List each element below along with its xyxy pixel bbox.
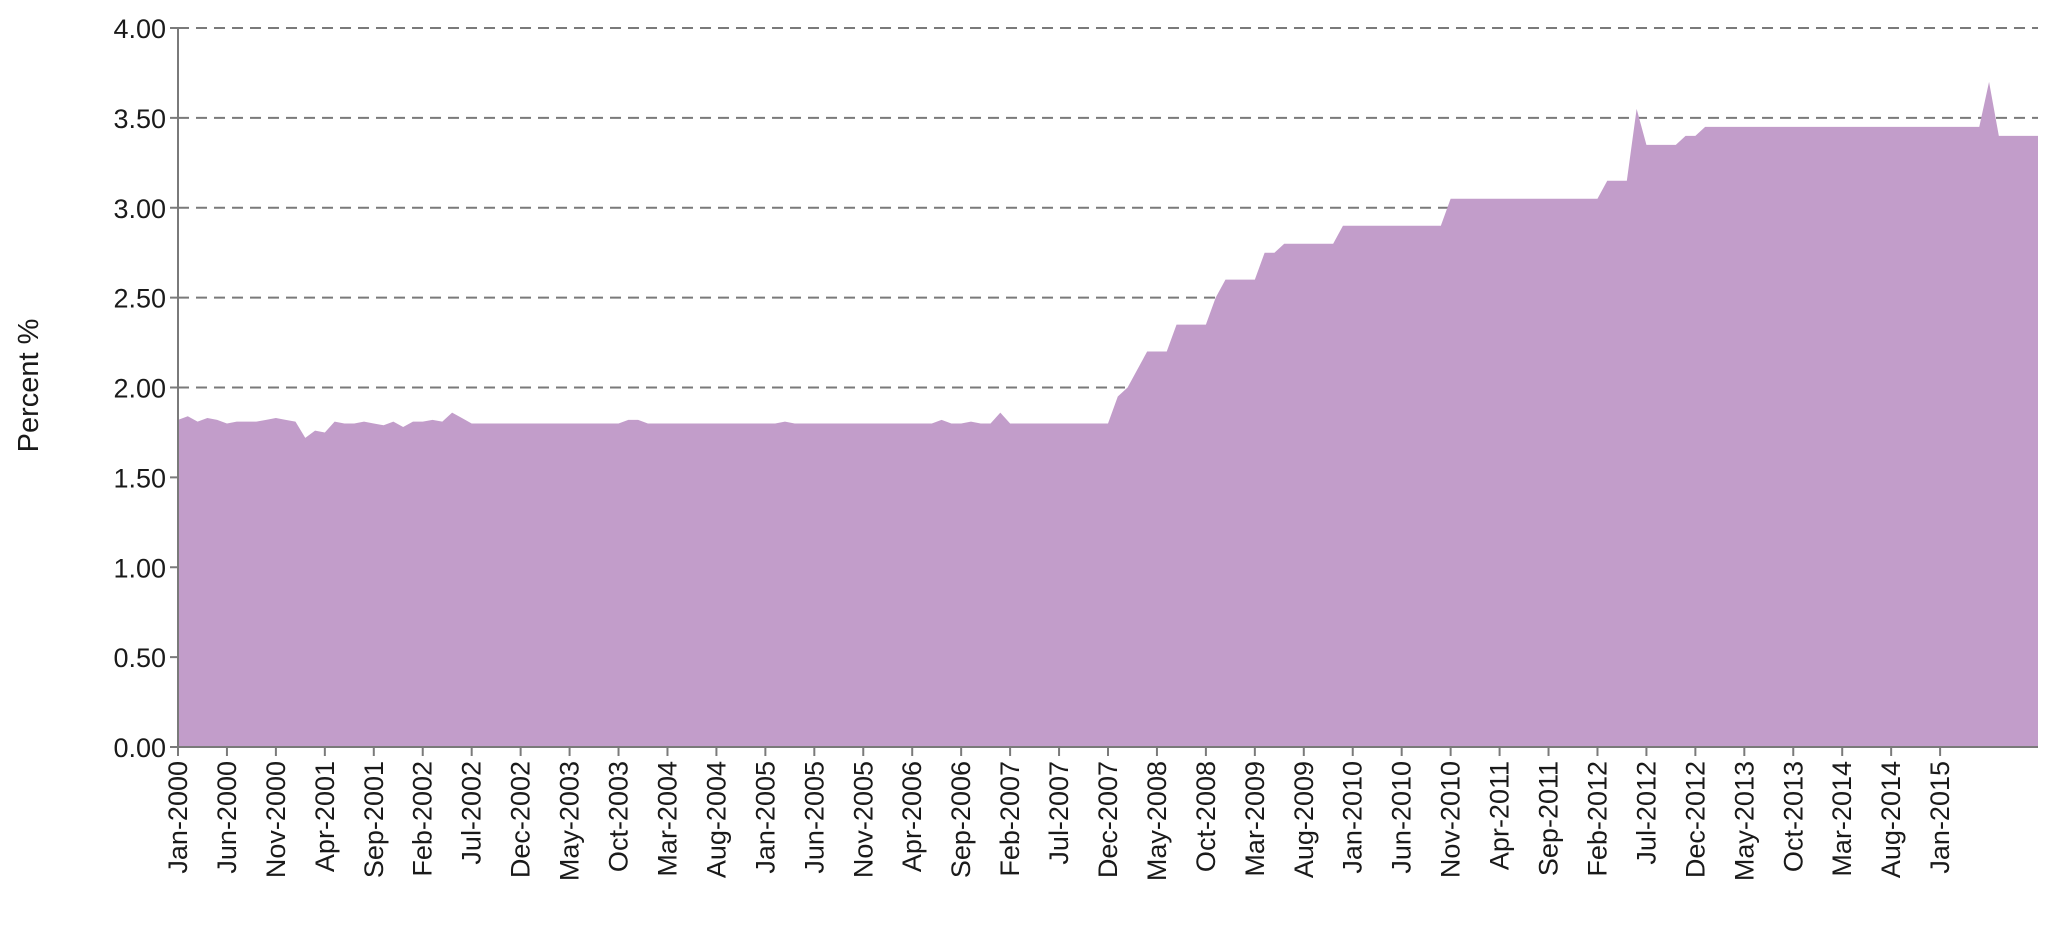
x-tick-label: Jan-2010 [1338, 761, 1368, 874]
x-tick-label: Sep-2011 [1534, 761, 1564, 876]
x-tick-label: Dec-2002 [506, 761, 536, 878]
x-tick-label: Aug-2009 [1289, 761, 1319, 878]
x-tick-label: Nov-2000 [261, 761, 291, 878]
y-axis-title: Percent % [13, 319, 45, 453]
x-tick-label: Jan-2000 [163, 761, 193, 874]
x-tick-label: Jun-2010 [1387, 761, 1417, 874]
y-tick-label: 2.00 [113, 374, 166, 404]
x-tick-label: Jul-2007 [1044, 761, 1074, 865]
x-tick-label: Apr-2011 [1485, 761, 1515, 870]
x-tick-label: May-2003 [555, 761, 585, 881]
x-tick-label: Apr-2001 [310, 761, 340, 872]
x-tick-label: Jul-2002 [457, 761, 487, 865]
x-tick-label: Oct-2008 [1191, 761, 1221, 872]
x-tick-label: Jan-2015 [1925, 761, 1955, 874]
x-tick-label: Feb-2012 [1582, 761, 1612, 877]
x-tick-label: Aug-2004 [701, 761, 731, 878]
y-tick-label: 3.50 [113, 104, 166, 134]
y-tick-label: 2.50 [113, 284, 166, 314]
y-tick-label: 3.00 [113, 194, 166, 224]
x-tick-label: Jan-2005 [750, 761, 780, 874]
y-tick-labels: 0.00 0.50 1.00 1.50 2.00 2.50 3.00 3.50 4.00 [113, 14, 166, 763]
axes [170, 27, 2038, 756]
x-tick-label: Nov-2010 [1436, 761, 1466, 878]
x-tick-label: Dec-2007 [1093, 761, 1123, 878]
x-tick-label: Jun-2000 [212, 761, 242, 874]
x-tick-label: Oct-2003 [604, 761, 634, 872]
y-tick-label: 4.00 [113, 14, 166, 44]
y-tick-label: 0.00 [113, 733, 166, 763]
x-tick-label: Sep-2006 [946, 761, 976, 878]
x-tick-label: Feb-2002 [408, 761, 438, 877]
x-tick-label: Mar-2009 [1240, 761, 1270, 877]
area-fill [178, 81, 2038, 748]
y-tick-label: 0.50 [113, 643, 166, 673]
x-tick-label: Mar-2014 [1827, 761, 1857, 877]
x-tick-label: Jul-2012 [1631, 761, 1661, 865]
area-series [178, 81, 2038, 748]
x-tick-label: Aug-2014 [1876, 761, 1906, 878]
x-tick-label: Apr-2006 [897, 761, 927, 872]
x-tick-label: May-2008 [1142, 761, 1172, 881]
y-tick-label: 1.50 [113, 463, 166, 493]
y-tick-label: 1.00 [113, 553, 166, 583]
x-tick-label: Feb-2007 [995, 761, 1025, 877]
x-tick-label: Sep-2001 [359, 761, 389, 878]
x-tick-label: Dec-2012 [1680, 761, 1710, 878]
x-tick-label: Jun-2005 [799, 761, 829, 874]
x-tick-label: Nov-2005 [848, 761, 878, 878]
x-tick-label: Mar-2004 [652, 761, 682, 877]
x-tick-label: Oct-2013 [1778, 761, 1808, 872]
x-tick-label: May-2013 [1729, 761, 1759, 881]
x-tick-labels: Jan-2000 Jun-2000 Nov-2000 Apr-2001 Sep-2001… [163, 761, 1955, 881]
